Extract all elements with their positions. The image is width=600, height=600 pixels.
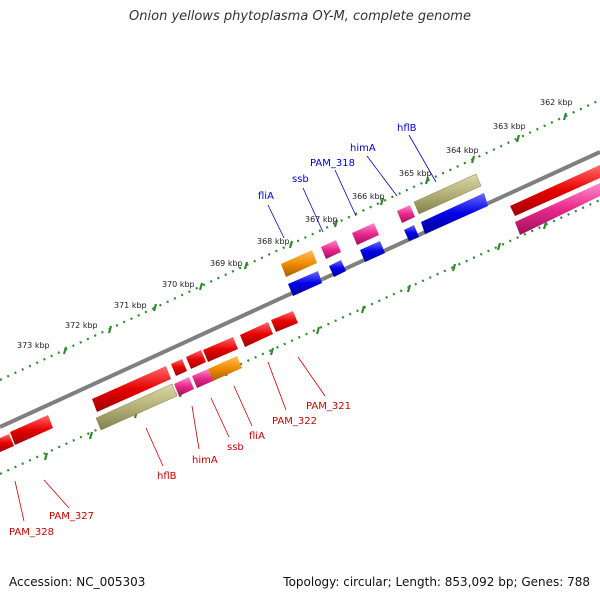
- tick-label: 372 kbp: [65, 321, 98, 330]
- accession-text: Accession: NC_005303: [9, 575, 146, 589]
- gene-feature-blue[interactable]: [360, 241, 385, 262]
- gene-label-fliA: fliA: [258, 191, 274, 202]
- gene-feature-red[interactable]: [10, 415, 53, 445]
- genome-summary-text: Topology: circular; Length: 853,092 bp; …: [283, 575, 590, 589]
- tick-label: 362 kbp: [540, 98, 573, 107]
- gene-label-ssb: ssb: [292, 174, 309, 185]
- gene-feature-magenta[interactable]: [174, 377, 194, 396]
- gene-label-PAM_328: PAM_328: [9, 527, 54, 538]
- gene-label-ssb: ssb: [227, 442, 244, 453]
- gene-feature-orange[interactable]: [281, 250, 317, 277]
- gene-feature-blue[interactable]: [421, 193, 488, 234]
- gene-feature-blue[interactable]: [404, 225, 419, 241]
- gene-label-himA: himA: [350, 143, 376, 154]
- gene-feature-magenta[interactable]: [352, 223, 379, 245]
- forward-features: [281, 173, 488, 296]
- gene-feature-red[interactable]: [171, 359, 187, 376]
- gene-label-hflB: hflB: [397, 123, 417, 134]
- map-title: Onion yellows phytoplasma OY-M, complete…: [129, 9, 471, 24]
- tick-label: 373 kbp: [17, 341, 50, 350]
- gene-feature-red[interactable]: [271, 311, 298, 332]
- gene-feature-blue[interactable]: [288, 271, 322, 296]
- gene-feature-magenta[interactable]: [192, 369, 213, 388]
- gene-label-PAM_321: PAM_321: [306, 401, 351, 412]
- tick-label: 366 kbp: [352, 192, 385, 201]
- gene-label-PAM_327: PAM_327: [49, 511, 94, 522]
- gene-label-PAM_322: PAM_322: [272, 416, 317, 427]
- reverse-labels: PAM_321 PAM_322 fliA ssb himA hflB PAM_3…: [9, 401, 351, 538]
- tick-labels: 362 kbp 363 kbp 364 kbp 365 kbp 366 kbp …: [17, 98, 573, 350]
- gene-feature-red[interactable]: [186, 350, 206, 369]
- gene-feature-red[interactable]: [203, 337, 238, 362]
- forward-label-leaders: [267, 134, 437, 239]
- gene-feature-red[interactable]: [510, 165, 600, 216]
- tick-label: 363 kbp: [493, 122, 526, 131]
- gene-feature-red[interactable]: [0, 434, 14, 452]
- tick-label: 370 kbp: [162, 280, 195, 289]
- gene-label-himA: himA: [192, 455, 218, 466]
- inner-ruler: [0, 198, 600, 476]
- tick-label: 364 kbp: [446, 146, 479, 155]
- gene-feature-blue[interactable]: [329, 260, 346, 277]
- tick-label: 371 kbp: [114, 301, 147, 310]
- gene-feature-red[interactable]: [240, 322, 273, 347]
- tick-label: 367 kbp: [305, 215, 338, 224]
- gene-label-PAM_318: PAM_318: [310, 158, 355, 169]
- gene-label-hflB: hflB: [157, 471, 177, 482]
- gene-label-fliA: fliA: [249, 431, 265, 442]
- gene-feature-magenta[interactable]: [515, 183, 600, 235]
- gene-feature-orange[interactable]: [208, 356, 242, 381]
- gene-feature-magenta[interactable]: [397, 205, 415, 223]
- gene-feature-khaki[interactable]: [413, 173, 482, 215]
- gene-feature-khaki[interactable]: [95, 383, 178, 431]
- tick-label: 368 kbp: [257, 237, 290, 246]
- forward-labels: fliA ssb PAM_318 himA hflB: [258, 123, 417, 202]
- gene-feature-magenta[interactable]: [321, 240, 341, 259]
- reverse-features: [0, 165, 600, 452]
- gene-feature-red[interactable]: [92, 366, 171, 412]
- tick-label: 369 kbp: [210, 259, 243, 268]
- outer-major-ticks: [62, 112, 568, 355]
- tick-label: 365 kbp: [399, 169, 432, 178]
- reverse-label-leaders: [14, 356, 326, 522]
